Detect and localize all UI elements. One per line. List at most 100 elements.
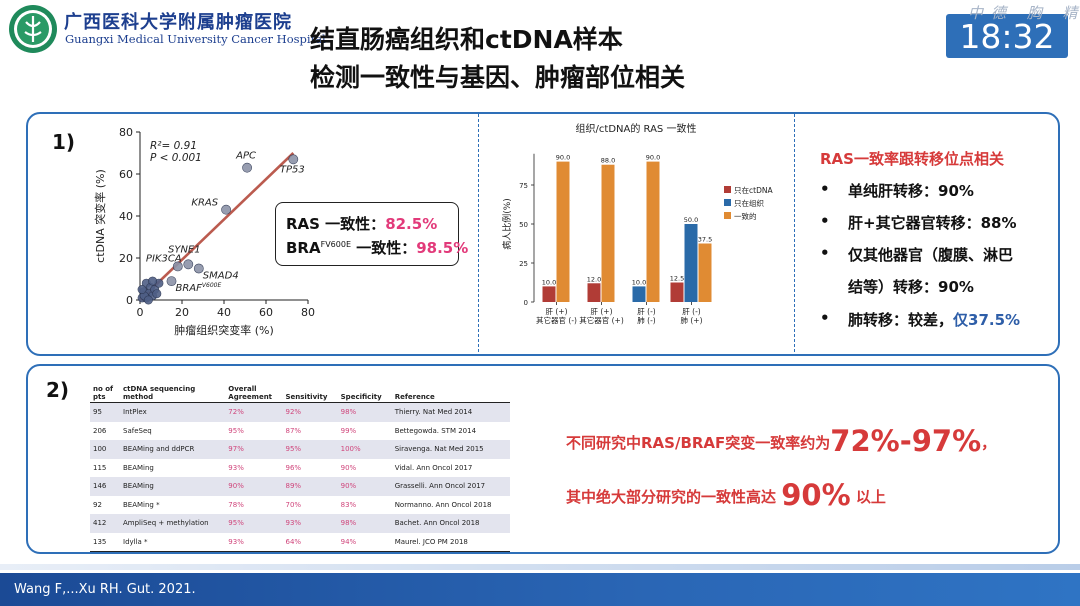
data-point bbox=[242, 162, 252, 173]
table-cell: 99% bbox=[340, 426, 357, 435]
bar bbox=[698, 243, 712, 302]
conclusion-majority: 其中绝大部分研究的一致性高达 90% 以上 bbox=[566, 478, 886, 512]
x-tick-label: 80 bbox=[301, 306, 315, 319]
table-cell: 93% bbox=[228, 463, 244, 472]
hospital-name-en: Guangxi Medical University Cancer Hospit… bbox=[65, 32, 326, 46]
x-tick-label: 其它器官 (-) bbox=[536, 315, 577, 325]
slide-title-line2: 检测一致性与基因、肿瘤部位相关 bbox=[310, 63, 686, 92]
table-cell: 72% bbox=[225, 402, 283, 422]
table-cell: 96% bbox=[285, 463, 302, 472]
bullet-dot: • bbox=[820, 309, 830, 327]
legend-swatch bbox=[724, 186, 731, 193]
metastasis-title: RAS一致率跟转移位点相关 bbox=[820, 150, 1004, 168]
hospital-logo bbox=[9, 5, 57, 53]
table-cell: 97% bbox=[225, 440, 283, 459]
table-cell: SafeSeq bbox=[123, 426, 152, 435]
x-tick-label: 肺 (-) bbox=[637, 316, 656, 325]
table-cell: 146 bbox=[90, 477, 120, 496]
regression-line bbox=[139, 152, 295, 301]
data-point bbox=[148, 276, 158, 286]
x-tick-label: 20 bbox=[175, 306, 189, 319]
ras-value: 82.5% bbox=[385, 215, 438, 233]
table-cell: 94% bbox=[337, 532, 392, 552]
table-header-row: no of pts ctDNA sequencing method Overall A… bbox=[90, 384, 510, 403]
legend-swatch bbox=[724, 212, 731, 219]
y-tick-label: 20 bbox=[119, 252, 133, 265]
table-cell: IntPlex bbox=[120, 402, 226, 422]
x-tick-label: 60 bbox=[259, 306, 273, 319]
point-label: BRAFV600E bbox=[176, 282, 222, 294]
y-tick-label: 25 bbox=[519, 260, 528, 268]
header-reference: Reference bbox=[394, 393, 435, 401]
panel1-divider-right bbox=[794, 114, 795, 352]
table-cell: 412 bbox=[90, 514, 120, 533]
x-tick-label: 肝 (+) bbox=[590, 307, 612, 316]
table-cell: BEAMing * bbox=[123, 500, 160, 509]
x-tick-label: 肝 (+) bbox=[545, 307, 567, 316]
table-cell: 78% bbox=[228, 500, 244, 509]
bullet-dot: • bbox=[820, 212, 830, 230]
panel1-label: 1) bbox=[52, 130, 76, 154]
concordance-stat-box: RAS 一致性：82.5% BRAFV600E 一致性：98.5% bbox=[275, 202, 468, 266]
point-label: PIK3CA bbox=[146, 253, 182, 264]
table-cell: Thierry. Nat Med 2014 bbox=[391, 402, 510, 422]
panel-ras-concordance bbox=[26, 112, 1060, 356]
bar-value-label: 10.0 bbox=[632, 278, 646, 286]
clock: 18:32 bbox=[946, 14, 1068, 58]
scatter-chart: 0 20 40 60 80 0 20 40 60 80 肿瘤组织突变率 (%) ctDNA 突变率 (… bbox=[93, 126, 315, 337]
bullet-other-organs: 仅其他器官（腹膜、淋巴 bbox=[848, 246, 1014, 264]
table-cell: BEAMing bbox=[123, 463, 154, 472]
header-pts: no of pts bbox=[93, 385, 114, 401]
bar-value-label: 90.0 bbox=[646, 154, 660, 162]
bar bbox=[632, 286, 646, 302]
footer-bar bbox=[0, 573, 1080, 606]
bar bbox=[670, 282, 684, 302]
table-cell: BEAMing and ddPCR bbox=[120, 440, 226, 459]
point-label: SYNE1 bbox=[168, 244, 201, 255]
bar bbox=[684, 224, 698, 302]
bar bbox=[646, 161, 660, 302]
table-cell: Maurel. JCO PM 2018 bbox=[391, 532, 510, 552]
table-cell: 89% bbox=[282, 477, 338, 496]
x-tick-label: 肺 (+) bbox=[680, 316, 702, 325]
point-label: SMAD4 bbox=[203, 271, 239, 282]
table-cell: Siravenga. Nat Med 2015 bbox=[391, 440, 510, 459]
data-point bbox=[183, 259, 194, 270]
table-cell: 92% bbox=[282, 402, 338, 422]
data-point bbox=[137, 285, 147, 295]
bar-value-label: 90.0 bbox=[556, 154, 570, 162]
bar bbox=[556, 161, 570, 302]
point-label-sup: V600E bbox=[202, 282, 222, 289]
citation: Wang F,...Xu RH. Gut. 2021. bbox=[14, 582, 196, 597]
bar-value-label: 88.0 bbox=[601, 157, 615, 165]
bar-value-label: 10.0 bbox=[542, 278, 556, 286]
bullet-lung: 肺转移：较差，仅37.5% bbox=[848, 311, 1021, 329]
x-tick-label: 0 bbox=[137, 306, 144, 319]
point-label: KRAS bbox=[191, 198, 218, 209]
table-cell: Vidal. Ann Oncol 2017 bbox=[394, 463, 473, 472]
legend-label: 只在组织 bbox=[734, 198, 764, 208]
bar-value-label: 12.0 bbox=[587, 275, 601, 283]
table-row: 100 BEAMing and ddPCR 97% 95% 100% Siravenga.… bbox=[90, 440, 510, 459]
table-cell: 95% bbox=[228, 426, 244, 435]
table-cell: 95% bbox=[225, 514, 283, 533]
table-cell: 83% bbox=[340, 500, 357, 509]
x-tick-label: 肝 (-) bbox=[682, 307, 701, 316]
data-point bbox=[143, 295, 153, 305]
data-point bbox=[152, 289, 162, 299]
braf-stat: BRAFV600E 一致性：98.5% bbox=[286, 239, 469, 257]
table-cell: 70% bbox=[285, 500, 302, 509]
bar-chart: 组织/ctDNA的 RAS 一致性 0 25 50 75 病人比例(%) 10.0 90.0 肝… bbox=[501, 122, 773, 325]
y-axis-label: ctDNA 突变率 (%) bbox=[93, 169, 107, 263]
table-cell: 90% bbox=[225, 477, 283, 496]
table-cell: Normanno. Ann Oncol 2018 bbox=[394, 500, 492, 509]
table-cell: 95 bbox=[90, 402, 120, 422]
table-cell: 90% bbox=[337, 477, 392, 496]
y-axis-label: 病人比例(%) bbox=[501, 198, 513, 250]
header-specificity: Specificity bbox=[340, 393, 382, 401]
table-cell: 93% bbox=[282, 514, 338, 533]
p-value-annotation: P < 0.001 bbox=[150, 152, 202, 164]
panel2-label: 2) bbox=[46, 378, 70, 402]
data-point bbox=[221, 204, 231, 215]
y-tick-label: 0 bbox=[524, 299, 528, 307]
